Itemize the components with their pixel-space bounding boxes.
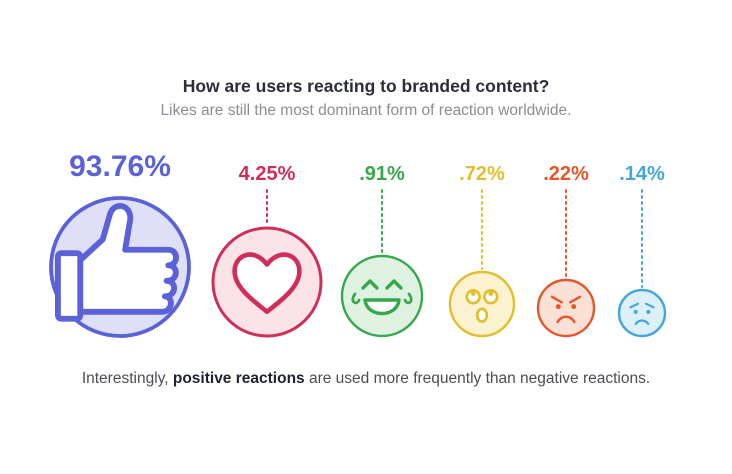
thumbs-up-cuff	[54, 250, 84, 322]
face-brow	[644, 302, 655, 309]
value-label: 4.25%	[239, 163, 296, 185]
face-tear	[351, 292, 361, 305]
face-mouth	[475, 307, 489, 323]
face-eye	[633, 309, 638, 314]
face-eye	[385, 279, 403, 290]
face-pupil	[470, 291, 476, 296]
face-eye	[571, 304, 577, 310]
reaction-bubble	[617, 288, 667, 338]
value-label: .22%	[543, 163, 589, 185]
value-label: .72%	[459, 163, 505, 185]
face-eye	[555, 304, 561, 310]
footnote-prefix: Interestingly,	[81, 370, 173, 387]
face-mouth	[634, 319, 650, 326]
value-label: 93.76%	[69, 150, 171, 183]
face-eye	[483, 289, 499, 305]
face-eye	[646, 309, 651, 314]
heart-shape	[232, 252, 302, 314]
face-brow	[569, 295, 582, 304]
chart-title: How are users reacting to branded conten…	[182, 76, 550, 96]
reaction-like: 93.76%	[49, 150, 191, 338]
surprised-face-icon	[465, 289, 499, 323]
value-label: .91%	[359, 163, 405, 185]
chart-subtitle: Likes are still the most dominant form o…	[160, 102, 572, 119]
face-brow	[550, 295, 563, 304]
value-label: .14%	[619, 163, 665, 185]
footnote-emphasis: positive reactions	[172, 370, 305, 387]
reaction-haha: .91%	[340, 163, 424, 338]
reaction-sad: .14%	[617, 163, 667, 338]
reaction-angry: .22%	[536, 163, 596, 338]
reaction-bubble	[448, 270, 516, 338]
reaction-bubble	[340, 254, 424, 338]
footnote: Interestingly, positive reactions are us…	[0, 370, 732, 388]
face-mouth	[363, 298, 401, 316]
heart-icon	[232, 252, 302, 314]
reaction-bubble	[536, 278, 596, 338]
face-mouth	[556, 315, 576, 324]
reaction-love: 4.25%	[211, 163, 323, 338]
thumbs-up-hand	[77, 203, 179, 315]
face-pupil	[488, 291, 494, 296]
face-tear	[403, 292, 413, 305]
face-eye	[465, 289, 481, 305]
face-brow	[629, 302, 640, 309]
thumbs-up-icon	[54, 203, 179, 322]
face-eye	[361, 279, 379, 290]
reaction-wow: .72%	[448, 163, 516, 338]
footnote-suffix: are used more frequently than negative r…	[304, 370, 651, 387]
laughing-face-icon	[351, 279, 413, 316]
sad-face-icon	[629, 302, 655, 326]
angry-face-icon	[550, 295, 582, 324]
